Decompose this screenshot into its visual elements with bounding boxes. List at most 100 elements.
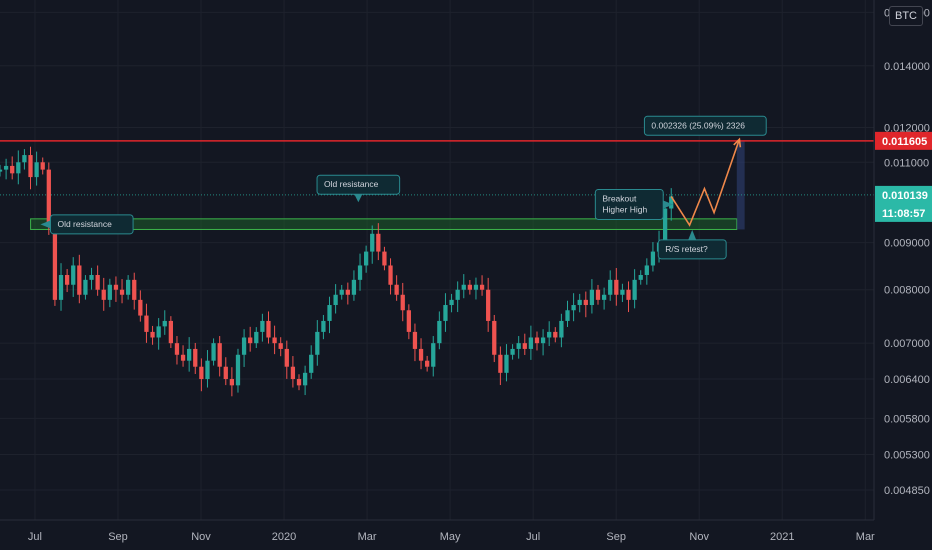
candle [540, 329, 546, 356]
price-axis: 0.0160000.0140000.0120000.0110000.009000… [873, 0, 932, 520]
candle [559, 313, 564, 348]
candle [168, 316, 173, 349]
candle [547, 321, 552, 346]
candle-body [382, 251, 387, 266]
candle-body [333, 294, 338, 306]
candle [229, 367, 235, 397]
candle [89, 267, 94, 290]
candle [571, 293, 576, 322]
candle-body [327, 305, 332, 321]
candle-body [217, 343, 222, 367]
time-tick-label: 2021 [770, 531, 794, 543]
candle-body [260, 320, 265, 332]
candle [400, 282, 405, 322]
callout-text: Breakout [602, 193, 637, 203]
candle-body [187, 348, 192, 361]
candle-body [156, 326, 161, 338]
candle [473, 277, 479, 300]
candle-body [290, 366, 296, 380]
candle [10, 156, 15, 180]
candle-body [199, 366, 204, 380]
candle-body [473, 284, 479, 290]
price-tick-label: 0.005800 [884, 413, 930, 425]
candle [516, 336, 521, 359]
candle-body [449, 299, 454, 306]
candle [345, 282, 350, 305]
candle-body [138, 299, 143, 316]
callout-text: 0.002326 (25.09%) 2326 [651, 120, 745, 130]
candle-body [71, 265, 76, 285]
candle [388, 258, 393, 295]
candle [296, 374, 302, 391]
candle-body [95, 274, 100, 290]
candles [0, 146, 674, 397]
candle [211, 338, 216, 366]
candle [28, 146, 33, 190]
candle-body [150, 331, 155, 338]
candle-body [34, 162, 39, 178]
candle-body [620, 289, 625, 295]
price-tick-label: 0.008000 [884, 285, 930, 297]
candle [241, 329, 247, 367]
candle [132, 272, 137, 310]
callout-pointer [688, 229, 697, 240]
candle [327, 296, 332, 334]
candle [449, 293, 454, 313]
price-tick-label: 0.006400 [884, 374, 930, 386]
candle [34, 151, 39, 186]
candle [443, 293, 448, 332]
candle [77, 254, 82, 304]
candle [113, 276, 119, 302]
time-tick-label: Sep [606, 531, 626, 543]
annotation-callout: Old resistance [40, 214, 134, 235]
candle-body [376, 233, 381, 252]
annotation-callout: R/S retest? [657, 229, 727, 260]
candle-body [638, 274, 643, 280]
measure-box [736, 140, 745, 230]
candle [492, 314, 497, 363]
time-tick-label: Mar [358, 531, 377, 543]
candle-body [345, 289, 350, 295]
callout-text: R/S retest? [665, 244, 708, 254]
symbol-label: BTC [895, 10, 917, 22]
candle-body [52, 225, 58, 300]
candle [266, 311, 271, 344]
candle [357, 253, 363, 291]
candle [272, 325, 277, 355]
candle-body [418, 348, 424, 361]
candle [504, 344, 509, 382]
candle-body [168, 320, 173, 344]
candle [614, 268, 619, 306]
candle-body [315, 331, 320, 355]
callout-box [643, 115, 767, 136]
candle [589, 279, 595, 314]
resistance-price-text: 0.011605 [882, 136, 927, 148]
symbol-badge[interactable]: BTC [889, 6, 923, 26]
candle-body [644, 265, 649, 275]
candle-body [83, 279, 88, 295]
candle-body [589, 289, 595, 306]
candle [199, 358, 204, 392]
candle [95, 265, 100, 296]
candle [638, 270, 643, 285]
candle-body [46, 169, 51, 226]
candle [522, 333, 527, 355]
callout-pointer [663, 200, 674, 209]
candle-body [162, 320, 167, 327]
candle-body [205, 360, 210, 380]
candle [107, 278, 112, 308]
callout-text: Old resistance [324, 179, 379, 189]
candle [217, 336, 222, 377]
price-tick-label: 0.005300 [884, 450, 930, 462]
candle [553, 327, 558, 343]
candle-body [370, 233, 375, 252]
candle [608, 270, 613, 301]
candle [150, 325, 155, 345]
last-price-text: 0.010139 [882, 190, 928, 202]
time-tick-label: 2020 [272, 531, 296, 543]
candle [0, 164, 3, 177]
candle [193, 342, 198, 374]
price-tick-label: 0.012000 [884, 122, 930, 134]
